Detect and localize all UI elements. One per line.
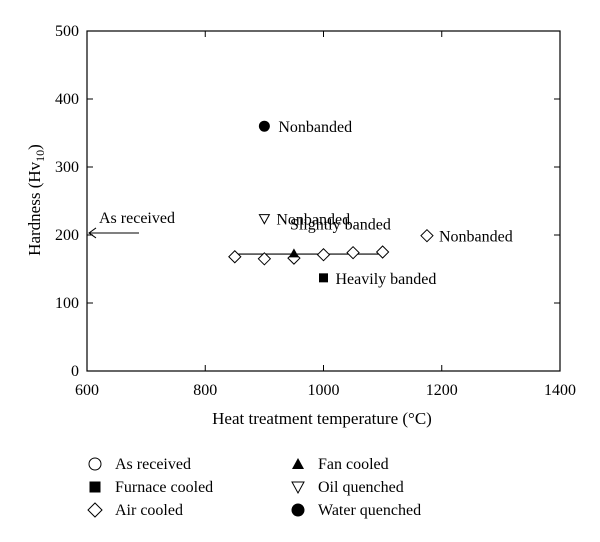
x-tick-label: 800 (193, 382, 217, 399)
annotation-label: Nonbanded (439, 229, 513, 246)
annotation-label: Nonbanded (276, 212, 350, 229)
legend-item: Fan cooled (292, 456, 389, 473)
data-point (288, 248, 299, 258)
x-tick-label: 1400 (544, 382, 576, 399)
legend-label: Air cooled (115, 502, 183, 519)
y-axis: 0 100 200 300 400 500 (55, 23, 560, 380)
annotation-label: Slightly banded (290, 216, 391, 233)
as-received-label: As received (99, 210, 175, 227)
legend-label: As received (115, 456, 191, 473)
data-point (316, 248, 331, 262)
data-point (228, 250, 242, 264)
legend-marker (89, 481, 101, 493)
data-points (228, 120, 434, 283)
x-axis: 600 800 1000 1200 1400 (75, 31, 576, 399)
y-tick-label: 100 (55, 295, 79, 312)
y-axis-label: Hardness (Hv10) (25, 144, 47, 256)
legend: As received Furnace cooled Air cooled Fan c… (87, 456, 421, 519)
legend-marker (292, 458, 304, 469)
data-point (258, 120, 270, 132)
legend-label: Water quenched (318, 502, 421, 519)
plot-border (86, 30, 561, 372)
y-tick-label: 300 (55, 159, 79, 176)
legend-marker (291, 503, 305, 517)
legend-item: Furnace cooled (89, 479, 213, 496)
plot-frame (86, 30, 561, 372)
data-point (258, 214, 271, 225)
y-axis-label-subscript: 10 (33, 150, 47, 162)
legend-marker (87, 502, 103, 518)
annotation-label: Heavily banded (336, 271, 437, 288)
as-received-annotation: As received (88, 210, 175, 239)
x-tick-label: 1200 (426, 382, 458, 399)
y-tick-label: 500 (55, 23, 79, 40)
data-point (257, 252, 272, 266)
y-tick-label: 200 (55, 227, 79, 244)
x-axis-label: Heat treatment temperature (°C) (212, 409, 432, 428)
x-tick-label: 1000 (308, 382, 340, 399)
y-tick-label: 0 (71, 363, 79, 380)
data-point (420, 228, 434, 243)
legend-label: Fan cooled (318, 456, 389, 473)
legend-label: Oil quenched (318, 479, 404, 496)
legend-marker (88, 457, 102, 471)
x-tick-label: 600 (75, 382, 99, 399)
legend-item: Water quenched (291, 502, 421, 519)
as-received-arrow-head (88, 227, 97, 239)
legend-label: Furnace cooled (115, 479, 213, 496)
legend-item: Air cooled (87, 502, 183, 519)
annotation-label: Nonbanded (278, 119, 352, 136)
data-point (346, 245, 360, 260)
legend-item: As received (88, 456, 191, 473)
data-point (375, 245, 390, 259)
legend-marker (291, 481, 305, 495)
y-tick-label: 400 (55, 91, 79, 108)
legend-item: Oil quenched (291, 479, 404, 496)
data-point (319, 273, 328, 283)
